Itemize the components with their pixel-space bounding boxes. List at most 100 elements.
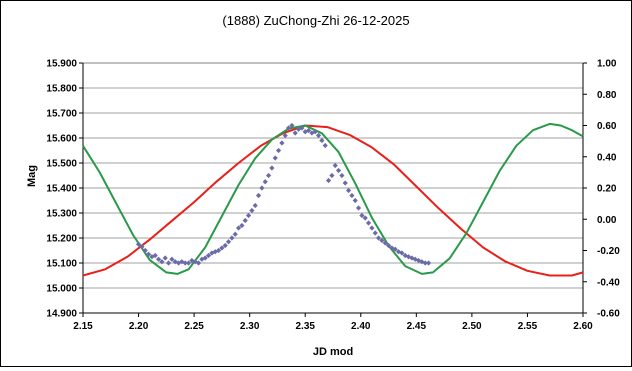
data-point — [335, 167, 342, 174]
y-tick-label: 15.500 — [46, 159, 77, 170]
data-point — [185, 260, 192, 266]
data-point — [395, 249, 402, 255]
data-point — [155, 256, 162, 262]
data-point — [269, 165, 275, 171]
data-point — [279, 140, 285, 146]
data-point — [372, 230, 378, 236]
y2-tick-label: -0.60 — [597, 309, 620, 320]
data-point — [215, 247, 222, 254]
x-tick-label: 2.20 — [129, 321, 149, 332]
data-point — [375, 235, 382, 241]
x-tick-label: 2.15 — [73, 321, 93, 332]
data-point — [355, 205, 362, 211]
data-point — [342, 180, 348, 186]
data-point — [299, 125, 305, 131]
y-tick-label: 15.800 — [46, 84, 77, 95]
data-point — [265, 172, 272, 179]
data-point — [245, 212, 252, 219]
x-axis-label: JD mod — [313, 346, 353, 358]
data-point — [229, 235, 235, 241]
x-tick-label: 2.50 — [462, 321, 482, 332]
y-tick-label: 15.000 — [46, 284, 77, 295]
y2-tick-label: 0.60 — [597, 121, 617, 132]
data-point — [272, 155, 278, 161]
data-point — [309, 130, 315, 136]
data-point — [235, 225, 242, 231]
data-point — [259, 185, 265, 191]
data-point — [315, 132, 322, 139]
data-point — [169, 256, 175, 262]
model-curves — [82, 122, 584, 277]
data-point — [182, 260, 188, 266]
data-point — [222, 242, 228, 249]
data-point — [219, 245, 225, 251]
data-point — [365, 220, 372, 226]
y2-tick-label: 0.20 — [597, 184, 617, 195]
data-point — [312, 129, 318, 135]
x-tick-labels: 2.15 2.20 2.25 2.30 2.35 2.40 2.45 2.50 2.55 2.60 — [73, 321, 593, 332]
data-point — [135, 241, 142, 247]
data-point — [205, 252, 212, 259]
data-point — [352, 197, 358, 204]
data-point — [232, 231, 238, 237]
x-tick-label: 2.30 — [240, 321, 260, 332]
x-tick-label: 2.25 — [184, 321, 204, 332]
data-point — [295, 126, 302, 132]
y2-tick-label: 0.80 — [597, 90, 617, 101]
data-point — [262, 179, 268, 185]
data-point — [292, 130, 298, 136]
y-axis-label: Mag — [26, 165, 38, 187]
y-tick-label: 15.700 — [46, 109, 77, 120]
green-model-curve — [82, 122, 584, 275]
data-point — [159, 259, 165, 265]
data-point — [362, 215, 368, 221]
y2-tick-labels: -0.60 -0.40 -0.20 0.00 0.20 0.40 0.60 0.80 1.00 — [597, 59, 620, 320]
data-point — [319, 137, 325, 144]
data-point — [285, 125, 292, 131]
data-point — [385, 242, 392, 249]
data-point — [162, 255, 168, 261]
axes — [79, 62, 587, 317]
x-tick-label: 2.55 — [518, 321, 538, 332]
data-point — [242, 217, 248, 224]
x-tick-label: 2.60 — [573, 321, 593, 332]
data-point — [255, 192, 262, 199]
data-point — [422, 260, 428, 266]
data-point — [152, 252, 158, 259]
x-tick-label: 2.40 — [351, 321, 371, 332]
data-point — [275, 147, 282, 154]
y-tick-label: 15.300 — [46, 209, 77, 220]
y-tick-label: 15.900 — [46, 59, 77, 70]
data-point — [252, 202, 258, 209]
y-tick-label: 15.100 — [46, 259, 77, 270]
x-tick-label: 2.45 — [407, 321, 427, 332]
data-point — [382, 240, 388, 246]
data-point — [195, 260, 202, 266]
data-point — [389, 245, 395, 251]
data-point — [289, 122, 295, 129]
data-point — [225, 239, 232, 245]
data-point — [239, 222, 245, 229]
data-point — [339, 172, 345, 179]
observation-points — [135, 122, 432, 266]
data-point — [369, 225, 375, 231]
chart-title: (1888) ZuChong-Zhi 26-12-2025 — [222, 13, 409, 28]
data-point — [249, 207, 255, 214]
y-tick-label: 15.400 — [46, 184, 77, 195]
data-point — [332, 162, 338, 169]
data-point — [349, 192, 355, 199]
data-point — [325, 177, 332, 184]
y-tick-label: 15.200 — [46, 234, 77, 245]
y2-tick-label: -0.40 — [597, 277, 620, 288]
data-point — [142, 247, 148, 254]
y2-tick-label: 1.00 — [597, 59, 617, 70]
data-point — [165, 260, 172, 266]
data-point — [329, 172, 335, 179]
data-point — [345, 187, 352, 194]
data-point — [139, 244, 145, 250]
data-point — [379, 237, 385, 244]
x-tick-label: 2.35 — [295, 321, 315, 332]
data-point — [305, 127, 312, 134]
